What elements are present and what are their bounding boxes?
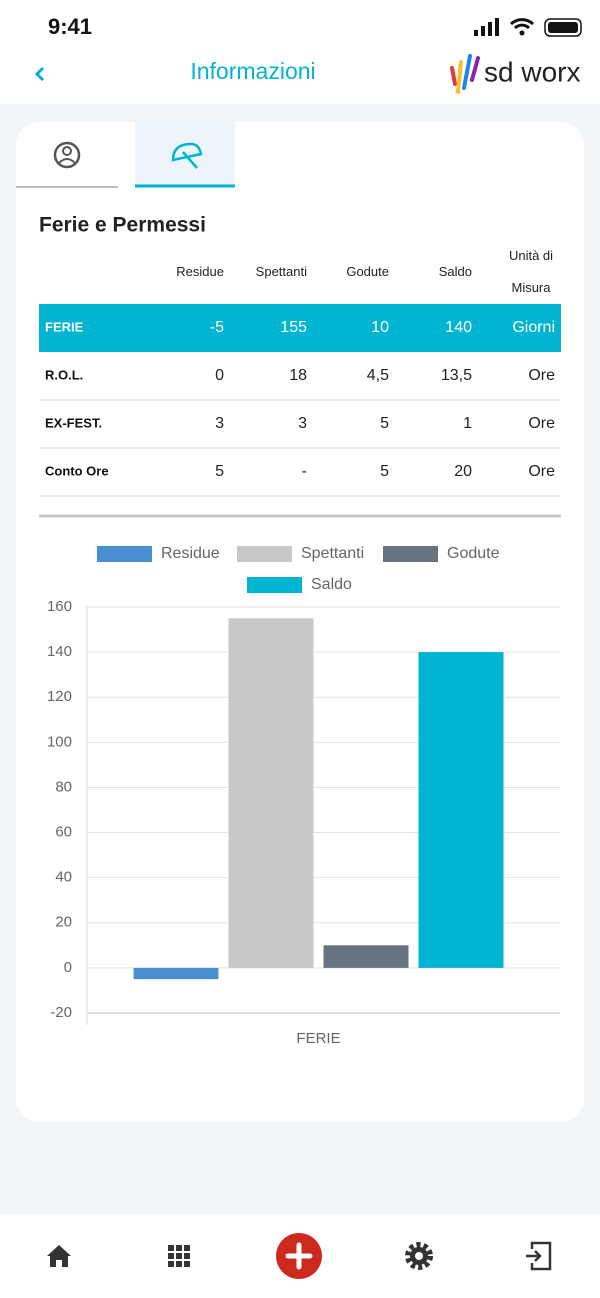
y-tick-label: 80 <box>55 778 72 795</box>
cell: 155 <box>280 319 307 336</box>
home-button[interactable] <box>47 1245 71 1267</box>
settings-button[interactable] <box>405 1242 433 1270</box>
column-header: Saldo <box>438 264 472 279</box>
cell: 13,5 <box>441 367 472 384</box>
legend-label: Spettanti <box>301 545 364 562</box>
x-tick-label: FERIE <box>296 1030 340 1047</box>
cell: - <box>302 463 307 480</box>
y-tick-label: -20 <box>50 1004 72 1021</box>
legend-swatch <box>383 546 438 562</box>
apps-button[interactable] <box>168 1245 190 1267</box>
legend-label: Saldo <box>311 576 352 593</box>
cell: -5 <box>210 319 224 336</box>
bar <box>418 652 504 968</box>
y-tick-label: 0 <box>64 959 72 976</box>
row-label: Conto Ore <box>45 463 109 478</box>
bar <box>228 618 314 968</box>
cell: 3 <box>215 415 224 432</box>
cell: 5 <box>380 415 389 432</box>
y-tick-label: 120 <box>47 688 72 705</box>
cell: 10 <box>371 319 389 336</box>
y-tick-label: 60 <box>55 824 72 841</box>
cell: Giorni <box>512 319 555 336</box>
cell: 20 <box>454 463 472 480</box>
umbrella-icon <box>171 142 203 169</box>
column-header: Unità di Misura <box>508 248 554 295</box>
logo-mark <box>450 54 480 94</box>
bar <box>323 945 409 968</box>
row-label: EX-FEST. <box>45 415 102 430</box>
legend-swatch <box>247 577 302 593</box>
row-label: R.O.L. <box>45 367 83 382</box>
cell: 18 <box>289 367 307 384</box>
legend-label: Godute <box>447 545 500 562</box>
cell: 0 <box>215 367 224 384</box>
status-icons <box>474 18 582 37</box>
cell: 5 <box>215 463 224 480</box>
profile-tab[interactable] <box>53 141 81 169</box>
section-title: Ferie e Permessi <box>39 214 206 237</box>
cell: Ore <box>528 415 555 432</box>
bar <box>133 967 219 980</box>
y-tick-label: 140 <box>47 643 72 660</box>
cell: 4,5 <box>367 367 389 384</box>
top-bar <box>0 0 600 104</box>
legend-swatch <box>97 546 152 562</box>
column-header: Residue <box>176 264 224 279</box>
y-tick-label: 20 <box>55 914 72 931</box>
back-button[interactable] <box>34 66 45 82</box>
cell: Ore <box>528 367 555 384</box>
row-label: FERIE <box>45 319 84 334</box>
cell: 1 <box>463 415 472 432</box>
y-tick-label: 40 <box>55 869 72 886</box>
cell: Ore <box>528 463 555 480</box>
cell: 3 <box>298 415 307 432</box>
status-time: 9:41 <box>48 14 92 39</box>
legend-swatch <box>237 546 292 562</box>
header-title: Informazioni <box>190 58 315 84</box>
y-tick-label: 160 <box>47 598 72 615</box>
logo-text: sd worx <box>484 56 580 87</box>
column-header: Godute <box>346 264 389 279</box>
cell: 5 <box>380 463 389 480</box>
y-tick-label: 100 <box>47 733 72 750</box>
cell: 140 <box>445 319 472 336</box>
column-header: Spettanti <box>255 264 307 279</box>
row-highlight <box>39 304 561 352</box>
logout-button[interactable] <box>526 1241 552 1271</box>
legend-label: Residue <box>161 545 220 562</box>
